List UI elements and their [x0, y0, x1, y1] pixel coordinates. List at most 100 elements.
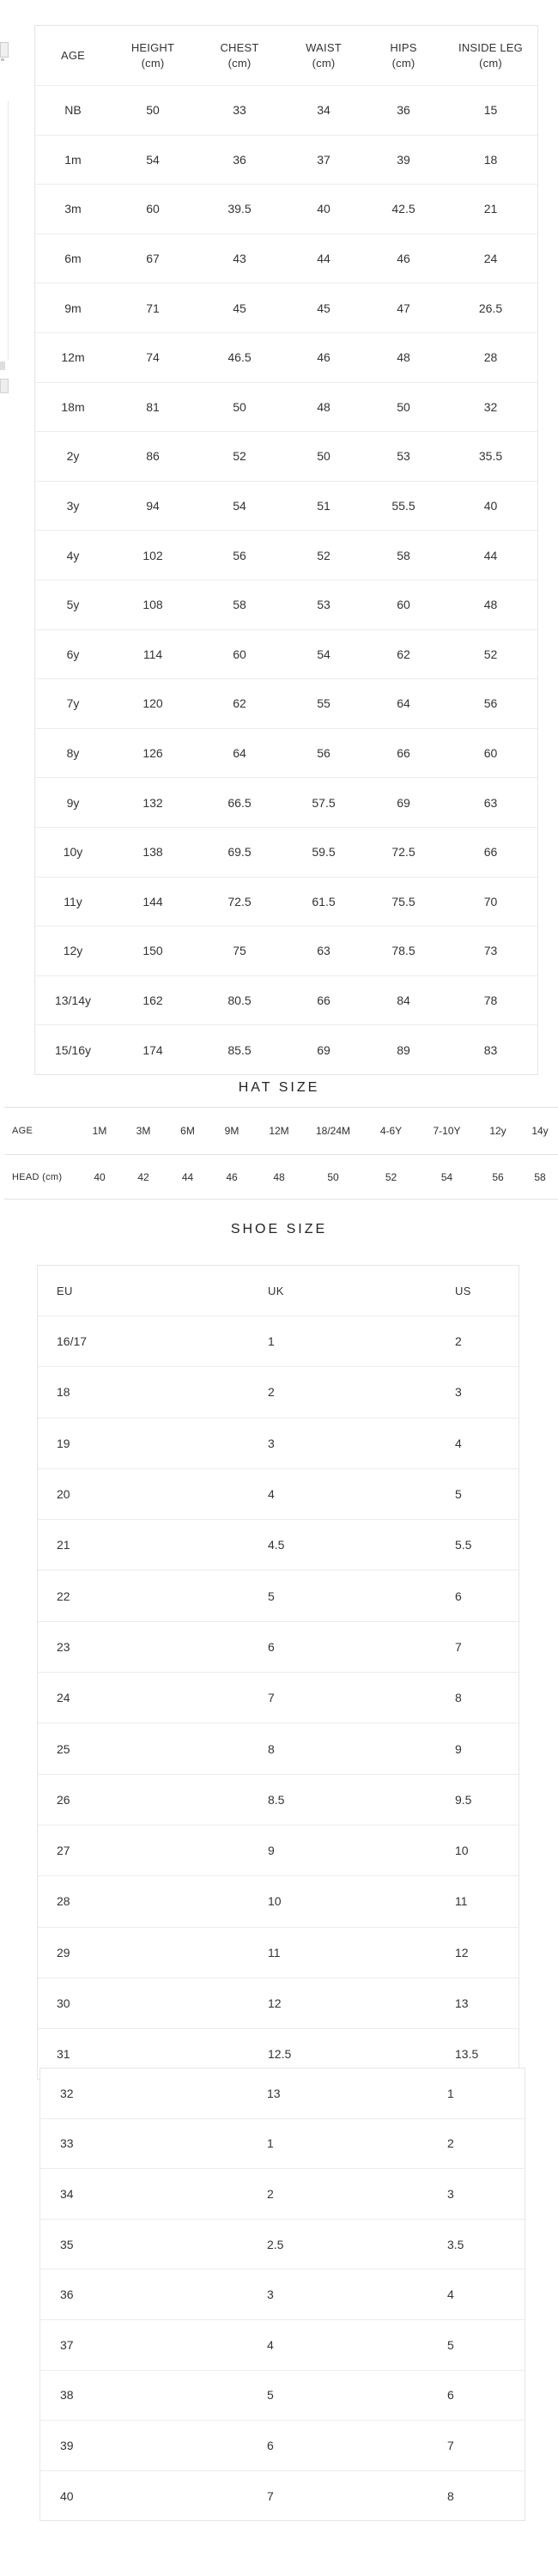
table-cell: 94 [146, 499, 160, 513]
table-cell: 46 [397, 252, 410, 266]
table-cell: 84 [397, 993, 410, 1007]
table-header-row: AGE HEIGHT (cm) CHEST (cm) WAIST (cm) HI… [35, 26, 537, 85]
table-cell: 81 [146, 399, 160, 414]
table-row: 29 11 12 [38, 1926, 519, 1978]
table-cell: 50 [397, 399, 410, 414]
table-cell: 13 [267, 2086, 281, 2100]
table-cell: 25 [57, 1741, 70, 1756]
table-cell: 4.5 [268, 1538, 285, 1552]
table-cell: 53 [317, 598, 331, 612]
table-cell: 10y [63, 845, 83, 860]
column-header-unit: (cm) [391, 56, 415, 70]
table-cell: 66 [397, 746, 410, 761]
table-cell: 66 [317, 993, 331, 1007]
column-header-label: CHEST [220, 40, 259, 54]
table-row: 8y 126 64 56 66 60 [35, 727, 537, 778]
table-cell: 72.5 [227, 894, 252, 908]
table-cell: 6m [64, 252, 82, 266]
table-cell: 60 [233, 647, 246, 661]
table-row: 31 12.5 13.5 [38, 2028, 519, 2079]
table-cell: 12 [455, 1945, 469, 1959]
table-row: 6m 67 43 44 46 24 [35, 233, 537, 283]
table-cell: 54 [440, 1170, 453, 1183]
table-cell: 46 [317, 350, 331, 365]
table-cell: 40 [317, 202, 331, 216]
table-row: 19 3 4 [38, 1417, 519, 1468]
column-header-waist: WAIST (cm) [284, 40, 363, 70]
table-cell: 8 [455, 1691, 462, 1705]
table-header-row: EU UK US [38, 1266, 519, 1315]
table-cell: 3 [267, 2287, 274, 2302]
table-cell: 19 [57, 1436, 70, 1450]
table-cell: 7-10Y [433, 1125, 461, 1137]
table-cell: 3 [447, 2186, 454, 2201]
table-cell: 44 [483, 548, 498, 562]
table-cell: 18m [61, 399, 85, 414]
table-cell: 66 [483, 845, 498, 860]
table-cell: 27 [57, 1844, 70, 1858]
table-cell: 50 [146, 103, 160, 118]
table-cell: 12.5 [268, 2047, 292, 2062]
table-cell: 9M [224, 1125, 240, 1137]
table-cell: 9m [64, 301, 82, 315]
column-header-inside-leg: INSIDE LEG (cm) [444, 40, 537, 70]
table-cell: 38 [60, 2388, 74, 2403]
table-cell: 6M [180, 1125, 195, 1137]
table-row: 13/14y 162 80.5 66 84 78 [35, 975, 537, 1025]
table-cell: 46.5 [227, 350, 252, 365]
table-cell: 40 [483, 499, 498, 513]
table-cell: 18/24M [315, 1125, 351, 1137]
table-cell: 14y [531, 1125, 549, 1137]
table-row: 34 2 3 [40, 2168, 525, 2219]
table-row: 20 4 5 [38, 1467, 519, 1519]
table-cell: 54 [317, 647, 331, 661]
shoe-size-title: SHOE SIZE [230, 1222, 328, 1236]
table-cell: AGE [12, 1126, 33, 1136]
table-cell: 63 [483, 795, 498, 810]
column-header-age: AGE [35, 48, 111, 64]
table-cell: 56 [492, 1170, 504, 1183]
column-header-unit: (cm) [312, 56, 336, 70]
table-cell: 11y [64, 894, 82, 908]
table-cell: 66.5 [227, 795, 252, 810]
table-cell: 42 [137, 1170, 149, 1183]
table-cell: 52 [483, 647, 498, 661]
table-cell: 86 [146, 449, 160, 464]
column-header-label: HEIGHT [130, 40, 175, 54]
table-body: 16/17 1 2 18 2 3 19 3 4 20 4 5 21 4.5 5.5 22 5 6 23 6 7 24 7 8 2… [38, 1315, 519, 2079]
table-cell: 102 [143, 548, 163, 562]
table-cell: 138 [143, 845, 163, 860]
table-cell: 16/17 [57, 1334, 88, 1349]
table-cell: 56 [317, 746, 331, 761]
table-cell: 4 [268, 1487, 275, 1502]
table-cell: 6 [267, 2438, 274, 2452]
cropped-sidebar-fragment [1, 58, 4, 61]
table-row: 24 7 8 [38, 1672, 519, 1722]
column-header-uk: UK [268, 1284, 284, 1297]
shoe-size-table-child: EU UK US 16/17 1 2 18 2 3 19 3 4 20 4 5 21 4.5 5.5 22 5 6… [37, 1265, 519, 2081]
table-cell: 28 [57, 1894, 70, 1909]
table-cell: 120 [143, 696, 163, 711]
table-cell: 50 [327, 1170, 339, 1183]
table-cell: 114 [143, 647, 163, 661]
table-row: 30 12 13 [38, 1977, 519, 2028]
table-cell: 55 [317, 696, 331, 711]
table-cell: 12y [489, 1125, 506, 1137]
table-cell: 8.5 [268, 1792, 285, 1807]
column-header-unit: (cm) [227, 56, 252, 70]
table-cell: 2 [447, 2136, 454, 2151]
table-cell: 35 [60, 2237, 74, 2251]
table-cell: 48 [317, 399, 331, 414]
table-cell: 62 [397, 647, 410, 661]
table-row: 26 8.5 9.5 [38, 1773, 519, 1825]
table-cell: 56 [233, 548, 246, 562]
hat-size-title: HAT SIZE [238, 1080, 320, 1095]
table-cell: 58 [397, 548, 410, 562]
table-row: HEAD (cm) 40 42 44 46 48 50 52 54 56 58 [4, 1154, 558, 1199]
table-cell: 48 [273, 1170, 285, 1183]
table-cell: 6 [455, 1589, 462, 1603]
table-cell: 18 [57, 1385, 70, 1400]
table-row: 33 1 2 [40, 2117, 525, 2169]
table-cell: 43 [233, 252, 246, 266]
table-row: 27 9 10 [38, 1824, 519, 1875]
